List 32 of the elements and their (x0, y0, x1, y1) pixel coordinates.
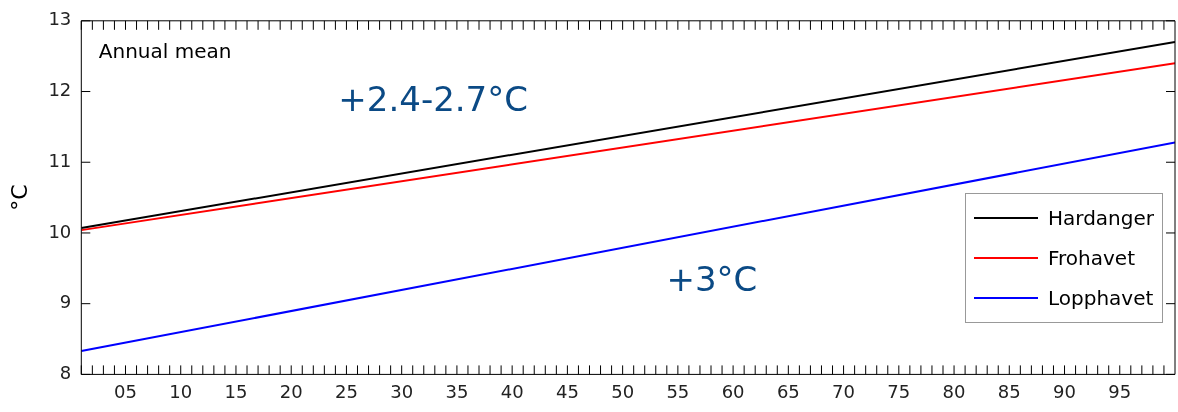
y-tick-label: 8 (59, 362, 72, 384)
x-tick-label: 55 (666, 380, 690, 402)
y-tick-label: 11 (48, 149, 72, 171)
legend-label: Lopphavet (1048, 285, 1154, 310)
legend-label: Hardanger (1048, 205, 1155, 230)
x-tick-label: 05 (114, 380, 137, 402)
x-tick-label: 80 (942, 380, 966, 402)
y-tick-label: 13 (48, 8, 72, 30)
x-tick-label: 15 (224, 380, 248, 402)
x-tick-label: 30 (390, 380, 414, 402)
x-tick-label: 90 (1053, 380, 1076, 402)
x-tick-label: 85 (997, 380, 1021, 402)
x-tick-label: 65 (776, 380, 800, 402)
x-tick-label: 25 (334, 380, 358, 402)
annotation: +3°C (666, 259, 758, 300)
y-tick-label: 10 (48, 220, 72, 242)
x-tick-label: 45 (555, 380, 579, 402)
x-tick-label: 20 (279, 380, 303, 402)
x-tick-label: 50 (611, 380, 635, 402)
x-tick-label: 40 (500, 380, 524, 402)
y-tick-label: 9 (59, 291, 72, 313)
y-tick-label: 12 (48, 79, 72, 101)
y-axis-title: °C (6, 184, 32, 211)
x-tick-label: 70 (832, 380, 856, 402)
x-tick-label: 60 (721, 380, 745, 402)
x-tick-label: 75 (887, 380, 911, 402)
x-tick-label: 95 (1108, 380, 1132, 402)
x-tick-label: 35 (445, 380, 469, 402)
legend-label: Frohavet (1048, 245, 1135, 270)
annotation: +2.4-2.7°C (338, 78, 528, 119)
annotation: Annual mean (98, 38, 232, 63)
x-tick-label: 10 (169, 380, 193, 402)
